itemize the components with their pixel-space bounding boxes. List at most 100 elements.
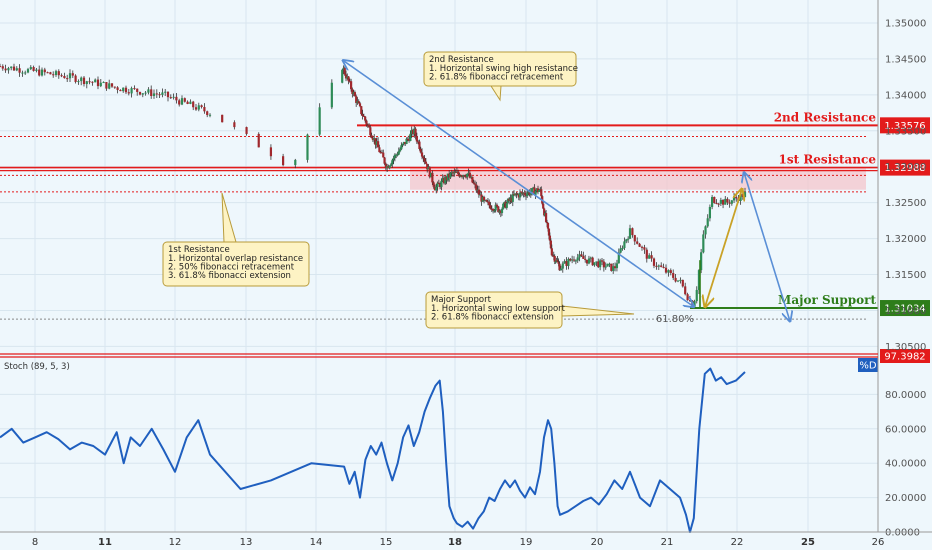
level-label-1: 1st Resistance — [779, 153, 877, 167]
candle-body-331 — [702, 234, 705, 253]
candle-body-325 — [688, 300, 692, 302]
candle-body-143 — [414, 128, 417, 137]
note-line-2-1: 2. 61.8% fibonacci extension — [431, 313, 554, 323]
candle-body-342 — [726, 198, 729, 203]
price-tick-label-5: 1.32500 — [885, 198, 926, 209]
candle-body-329 — [697, 270, 701, 290]
candle-body-108 — [369, 127, 372, 136]
candle-body-0 — [0, 66, 2, 68]
candle-body-271 — [574, 260, 577, 262]
candle-body-115 — [378, 147, 381, 153]
x-tick-label-12: 26 — [872, 537, 885, 548]
candle-body-322 — [681, 279, 684, 287]
right-axis-background — [878, 0, 932, 550]
candle-body-263 — [559, 268, 563, 271]
candle-body-54 — [150, 89, 153, 96]
candle-body-48 — [133, 88, 136, 90]
candle-body-42 — [116, 87, 119, 90]
candle-body-99 — [357, 101, 360, 104]
candle-body-150 — [423, 158, 426, 162]
candle-body-41 — [113, 86, 116, 88]
price-tick-label-6: 1.32000 — [885, 234, 926, 245]
candle-body-2 — [4, 68, 7, 71]
candle-body-132 — [400, 145, 403, 150]
arrows-layer — [343, 60, 790, 321]
candle-body-5 — [12, 66, 16, 71]
candle-body-308 — [648, 255, 651, 259]
note-title-1: 1st Resistance — [168, 245, 230, 255]
candle-body-68 — [189, 101, 192, 104]
candle-body-86 — [341, 69, 344, 83]
candle-body-10 — [26, 69, 30, 73]
candle-body-35 — [96, 79, 100, 87]
stoch-tick-label-3: 20.0000 — [885, 493, 926, 504]
candle-body-74 — [206, 111, 209, 116]
x-tick-label-9: 21 — [661, 537, 674, 548]
candle-body-319 — [674, 277, 677, 282]
candle-body-28 — [77, 81, 80, 83]
x-tick-label-8: 20 — [591, 537, 604, 548]
candle-body-61 — [169, 97, 172, 99]
x-tick-label-5: 15 — [380, 537, 393, 548]
fib-label: 61.80% — [656, 314, 694, 325]
level-tag-text-2: 1.31034 — [884, 304, 925, 315]
candle-body-15 — [40, 69, 44, 76]
candle-body-21 — [57, 71, 60, 76]
candle-body-73 — [203, 106, 206, 112]
candle-body-200 — [488, 201, 491, 206]
note-line-2-0: 1. Horizontal swing low support — [431, 304, 566, 314]
candle-body-63 — [175, 96, 178, 101]
candle-body-196 — [482, 196, 486, 201]
candle-body-206 — [495, 204, 499, 207]
candle-body-31 — [85, 81, 88, 85]
candle-body-114 — [376, 141, 380, 148]
candle-body-250 — [546, 222, 550, 229]
candle-body-78 — [245, 127, 248, 134]
candle-body-157 — [432, 182, 435, 187]
candle-body-22 — [60, 75, 63, 77]
candle-body-163 — [440, 180, 443, 188]
candle-body-254 — [550, 248, 553, 256]
candle-body-274 — [580, 254, 583, 256]
candle-body-133 — [401, 143, 404, 146]
candle-body-39 — [108, 83, 111, 89]
candle-body-345 — [732, 197, 736, 201]
stoch-layer: Stoch (89, 5, 3) %D 97.3982 — [0, 349, 930, 533]
candle-body-125 — [391, 160, 394, 165]
level-tag-2 — [880, 300, 930, 317]
candle-body-149 — [422, 156, 425, 159]
candle-body-317 — [669, 270, 672, 274]
candle-body-156 — [431, 172, 434, 183]
note-pointer-2 — [561, 305, 635, 317]
candle-body-1 — [1, 66, 4, 69]
candle-body-295 — [619, 248, 622, 253]
candle-body-211 — [502, 203, 505, 210]
candle-body-19 — [52, 74, 55, 76]
candle-body-159 — [435, 187, 438, 191]
candle-body-83 — [306, 134, 309, 160]
candle-body-82 — [294, 159, 297, 166]
candle-body-336 — [713, 196, 716, 203]
candle-body-18 — [49, 72, 52, 75]
candle-body-301 — [631, 228, 634, 236]
note-title-0: 2nd Resistance — [429, 55, 494, 65]
candle-body-16 — [43, 69, 46, 73]
candle-body-47 — [130, 88, 133, 94]
stoch-tick-label-4: 0.0000 — [885, 528, 920, 539]
candle-body-300 — [628, 228, 632, 239]
price-tick-label-0: 1.35000 — [885, 18, 926, 29]
candle-body-85 — [330, 82, 333, 108]
note-title-2: Major Support — [431, 295, 492, 305]
candle-body-306 — [643, 247, 646, 250]
candle-body-272 — [576, 257, 579, 261]
candle-body-88 — [343, 67, 346, 75]
candle-body-80 — [269, 147, 273, 157]
candle-body-56 — [155, 93, 158, 95]
candle-body-51 — [141, 93, 144, 95]
candle-body-257 — [553, 256, 556, 262]
candle-body-337 — [715, 202, 718, 204]
candle-body-49 — [136, 88, 139, 92]
candle-body-189 — [473, 183, 477, 185]
candle-body-170 — [449, 172, 452, 178]
